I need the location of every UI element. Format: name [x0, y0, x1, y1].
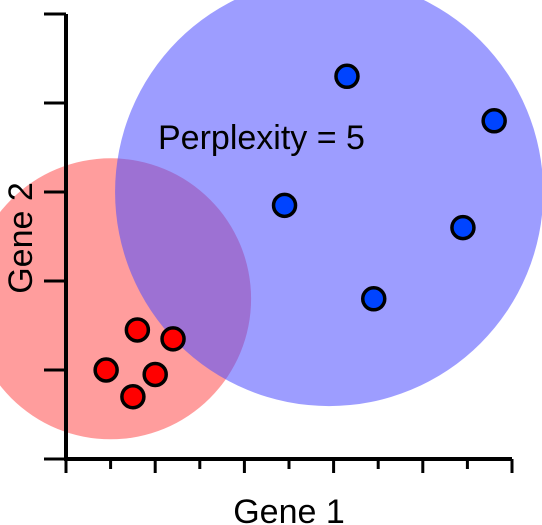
- data-point-blue-2: [481, 108, 507, 134]
- data-point-blue-1: [334, 63, 360, 90]
- data-points: [93, 63, 507, 410]
- data-point-red-4: [142, 361, 168, 388]
- x-axis-label: Gene 1: [233, 493, 345, 525]
- axes: [44, 12, 514, 473]
- data-point-red-3: [93, 357, 119, 383]
- data-point-blue-3: [271, 192, 298, 219]
- data-point-red-1: [124, 317, 151, 343]
- y-axis-label: Gene 2: [2, 182, 40, 294]
- neighborhood-circle-2: [115, 0, 542, 407]
- data-point-red-5: [120, 383, 146, 410]
- data-point-blue-4: [450, 214, 476, 241]
- y-ticks: [44, 12, 66, 461]
- x-ticks: [64, 459, 514, 473]
- data-point-blue-5: [360, 286, 387, 312]
- data-point-red-2: [160, 326, 186, 352]
- annotation-text: Perplexity = 5: [158, 119, 365, 157]
